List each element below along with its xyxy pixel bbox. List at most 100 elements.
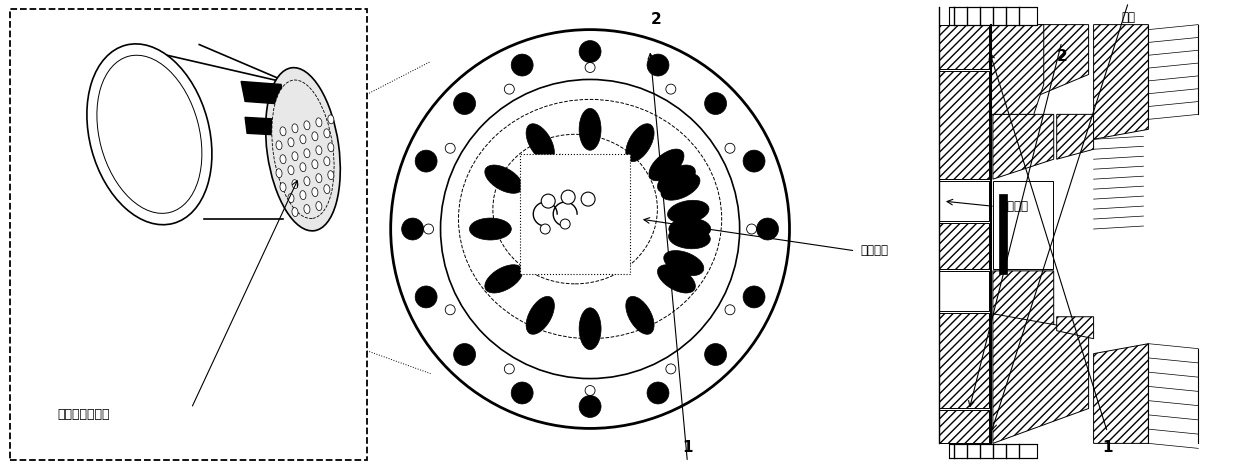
Text: 吸气阀孔: 吸气阀孔 (1000, 200, 1028, 213)
Ellipse shape (665, 364, 675, 374)
Ellipse shape (725, 143, 735, 153)
Circle shape (441, 79, 740, 378)
Polygon shape (1057, 317, 1094, 339)
Circle shape (541, 194, 555, 208)
Ellipse shape (316, 146, 322, 155)
Ellipse shape (300, 163, 306, 172)
Text: 2: 2 (1057, 49, 1067, 64)
Polygon shape (992, 25, 1089, 114)
Polygon shape (939, 410, 989, 443)
Ellipse shape (323, 157, 330, 166)
Ellipse shape (512, 54, 533, 76)
Ellipse shape (312, 160, 318, 169)
Ellipse shape (328, 143, 333, 152)
Polygon shape (992, 114, 1053, 179)
Circle shape (540, 224, 550, 234)
Ellipse shape (87, 44, 212, 225)
Ellipse shape (579, 395, 601, 417)
Ellipse shape (316, 202, 322, 211)
Text: 排气阀孔底平面: 排气阀孔底平面 (57, 408, 110, 421)
Ellipse shape (280, 155, 286, 164)
Ellipse shape (304, 204, 310, 213)
Ellipse shape (665, 84, 675, 94)
Ellipse shape (743, 286, 764, 308)
Ellipse shape (287, 166, 294, 174)
Ellipse shape (669, 218, 711, 240)
Circle shape (390, 30, 789, 428)
Ellipse shape (757, 218, 778, 240)
Ellipse shape (300, 191, 306, 200)
Ellipse shape (445, 305, 455, 315)
Ellipse shape (316, 118, 322, 127)
Text: 1: 1 (1103, 440, 1113, 455)
Bar (949, 444, 1037, 458)
Ellipse shape (445, 143, 455, 153)
Bar (939, 271, 989, 311)
Ellipse shape (292, 124, 299, 133)
Ellipse shape (668, 200, 709, 223)
Ellipse shape (626, 124, 654, 162)
Ellipse shape (304, 121, 310, 130)
Ellipse shape (415, 150, 437, 172)
Ellipse shape (453, 92, 476, 114)
FancyBboxPatch shape (520, 154, 629, 274)
Polygon shape (939, 71, 989, 179)
Ellipse shape (453, 343, 476, 365)
Polygon shape (939, 313, 989, 408)
Polygon shape (992, 271, 1053, 329)
Ellipse shape (304, 177, 310, 186)
Polygon shape (1094, 344, 1149, 443)
Ellipse shape (658, 165, 695, 193)
Ellipse shape (504, 364, 514, 374)
Ellipse shape (647, 382, 669, 404)
Ellipse shape (292, 180, 299, 189)
Ellipse shape (725, 305, 735, 315)
Ellipse shape (470, 218, 512, 240)
Ellipse shape (276, 141, 282, 150)
Ellipse shape (271, 80, 335, 219)
Ellipse shape (292, 152, 299, 161)
Ellipse shape (664, 250, 704, 276)
Text: 吸气阀孔: 吸气阀孔 (860, 244, 888, 257)
Ellipse shape (328, 115, 333, 124)
Ellipse shape (287, 138, 294, 147)
Ellipse shape (660, 174, 700, 200)
Text: 1: 1 (683, 440, 693, 455)
Polygon shape (1057, 114, 1094, 159)
Ellipse shape (304, 149, 310, 158)
Ellipse shape (280, 183, 286, 192)
Ellipse shape (626, 296, 654, 334)
Polygon shape (245, 117, 284, 135)
Ellipse shape (328, 171, 333, 180)
Ellipse shape (579, 108, 601, 150)
Polygon shape (1094, 25, 1149, 139)
Ellipse shape (280, 127, 286, 136)
Polygon shape (991, 25, 1043, 114)
Ellipse shape (579, 308, 601, 350)
Ellipse shape (527, 124, 554, 162)
Ellipse shape (323, 129, 330, 138)
Polygon shape (992, 314, 1089, 443)
Polygon shape (939, 25, 989, 69)
Ellipse shape (705, 92, 726, 114)
Ellipse shape (316, 174, 322, 182)
Ellipse shape (579, 41, 601, 62)
Ellipse shape (484, 265, 523, 293)
Bar (939, 181, 989, 221)
Ellipse shape (504, 84, 514, 94)
Ellipse shape (312, 188, 318, 197)
Circle shape (560, 219, 570, 229)
Polygon shape (939, 223, 989, 269)
Bar (992, 181, 1053, 269)
Ellipse shape (401, 218, 424, 240)
Circle shape (561, 190, 575, 204)
Ellipse shape (97, 55, 202, 213)
Ellipse shape (415, 286, 437, 308)
Ellipse shape (276, 169, 282, 178)
Circle shape (581, 192, 595, 206)
Ellipse shape (323, 185, 330, 194)
Ellipse shape (484, 165, 523, 193)
Bar (999, 194, 1007, 274)
Ellipse shape (300, 135, 306, 144)
Ellipse shape (312, 132, 318, 141)
